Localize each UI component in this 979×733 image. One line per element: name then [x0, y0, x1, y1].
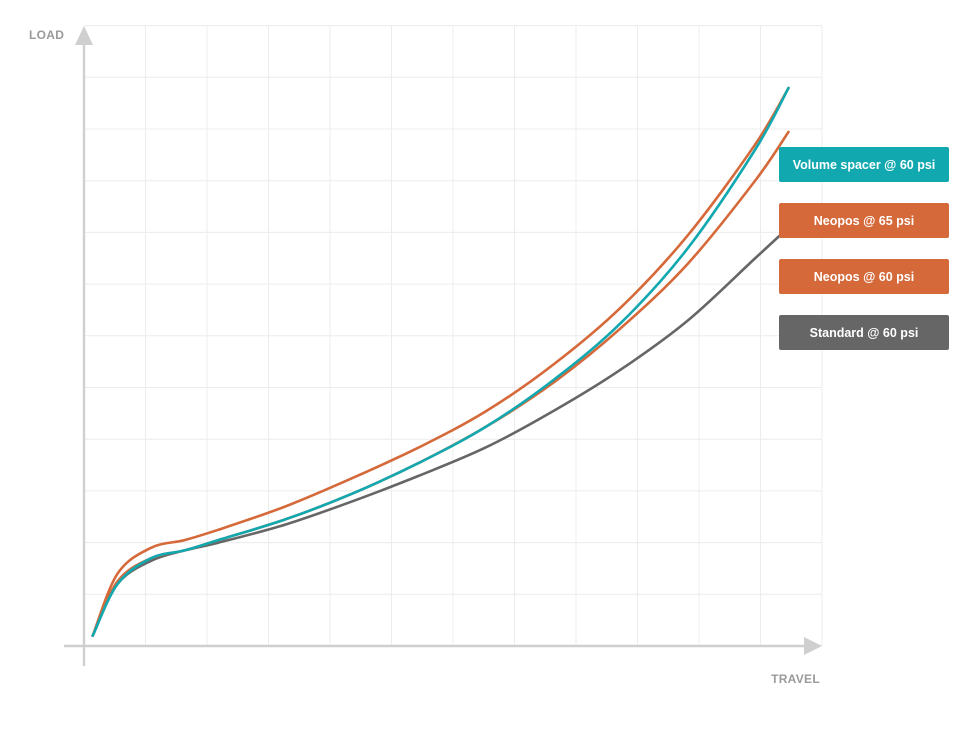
- legend-item: Standard @ 60 psi: [779, 315, 949, 350]
- chart-grid: [84, 25, 823, 646]
- series-line-standard-60-psi: [91, 226, 790, 637]
- legend-item: Volume spacer @ 60 psi: [779, 147, 949, 182]
- legend-label: Neopos @ 65 psi: [814, 214, 914, 228]
- x-axis-label: TRAVEL: [771, 672, 820, 686]
- x-axis-arrow: [804, 637, 822, 655]
- series-line-volume-spacer-60-psi: [91, 86, 790, 637]
- series-line-neopos-60-psi: [91, 130, 790, 637]
- legend-swatch: [779, 203, 949, 238]
- legend-swatch: [779, 315, 949, 350]
- chart-legend: Volume spacer @ 60 psi Neopos @ 65 psi Neo…: [779, 147, 949, 350]
- legend-label: Volume spacer @ 60 psi: [793, 158, 936, 172]
- y-axis-arrow: [75, 26, 93, 45]
- legend-item: Neopos @ 60 psi: [779, 259, 949, 294]
- legend-item: Neopos @ 65 psi: [779, 203, 949, 238]
- legend-label: Neopos @ 60 psi: [814, 270, 914, 284]
- legend-label: Standard @ 60 psi: [810, 326, 919, 340]
- chart-series-lines: [91, 86, 790, 637]
- y-axis-label: LOAD: [29, 28, 64, 42]
- legend-swatch: [779, 147, 949, 182]
- chart-axes: LOAD TRAVEL: [29, 26, 822, 686]
- legend-swatch: [779, 259, 949, 294]
- series-line-neopos-65-psi: [91, 86, 790, 637]
